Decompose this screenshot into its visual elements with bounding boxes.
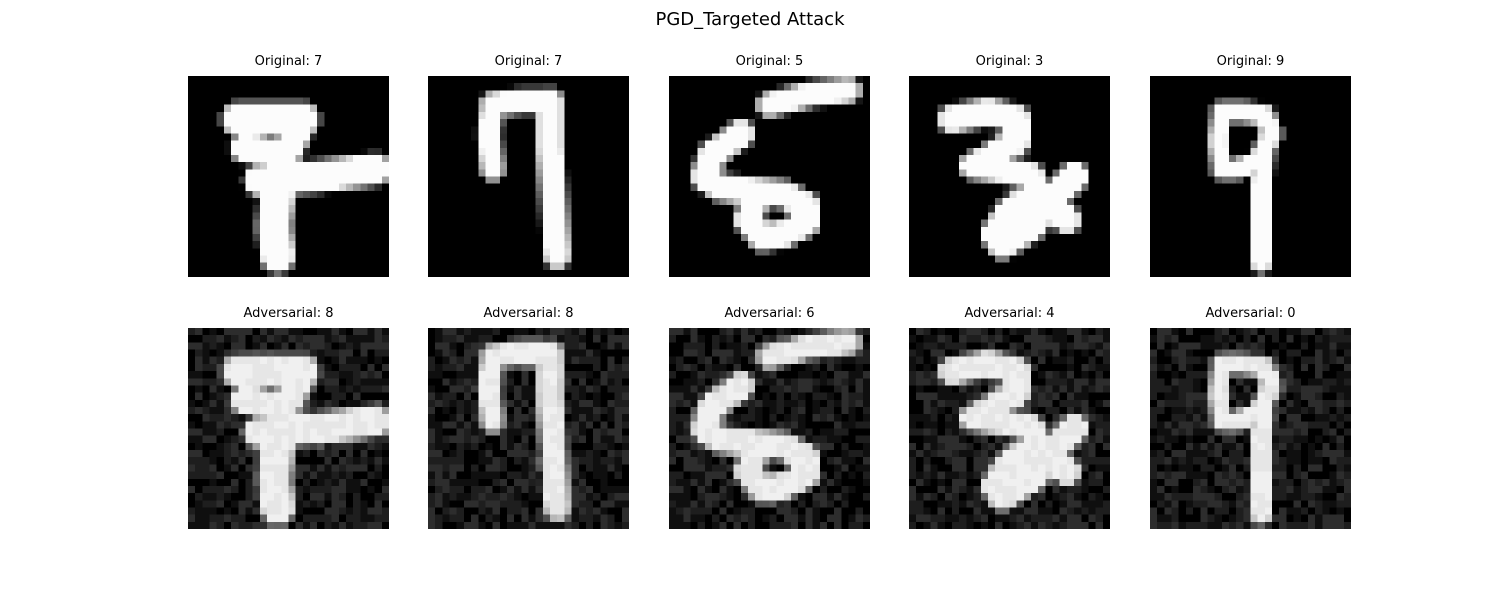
mnist-image xyxy=(669,328,870,529)
mnist-image xyxy=(669,76,870,277)
panel-title: Original: 7 xyxy=(494,54,563,69)
mnist-image xyxy=(1150,328,1351,529)
panel-title: Adversarial: 8 xyxy=(243,306,334,321)
panel-title: Adversarial: 8 xyxy=(483,306,574,321)
panel-title: Adversarial: 6 xyxy=(724,306,815,321)
panel-title: Original: 9 xyxy=(1216,54,1285,69)
panel-title: Adversarial: 0 xyxy=(1205,306,1296,321)
figure-title: PGD_Targeted Attack xyxy=(655,9,845,30)
mnist-image xyxy=(428,328,629,529)
mnist-image xyxy=(909,76,1110,277)
panel-title: Original: 7 xyxy=(254,54,323,69)
mnist-image xyxy=(909,328,1110,529)
panel-title: Original: 5 xyxy=(735,54,804,69)
mnist-image xyxy=(188,328,389,529)
mnist-image xyxy=(188,76,389,277)
panel-title: Original: 3 xyxy=(975,54,1044,69)
mnist-image xyxy=(1150,76,1351,277)
mnist-image xyxy=(428,76,629,277)
panel-title: Adversarial: 4 xyxy=(964,306,1055,321)
